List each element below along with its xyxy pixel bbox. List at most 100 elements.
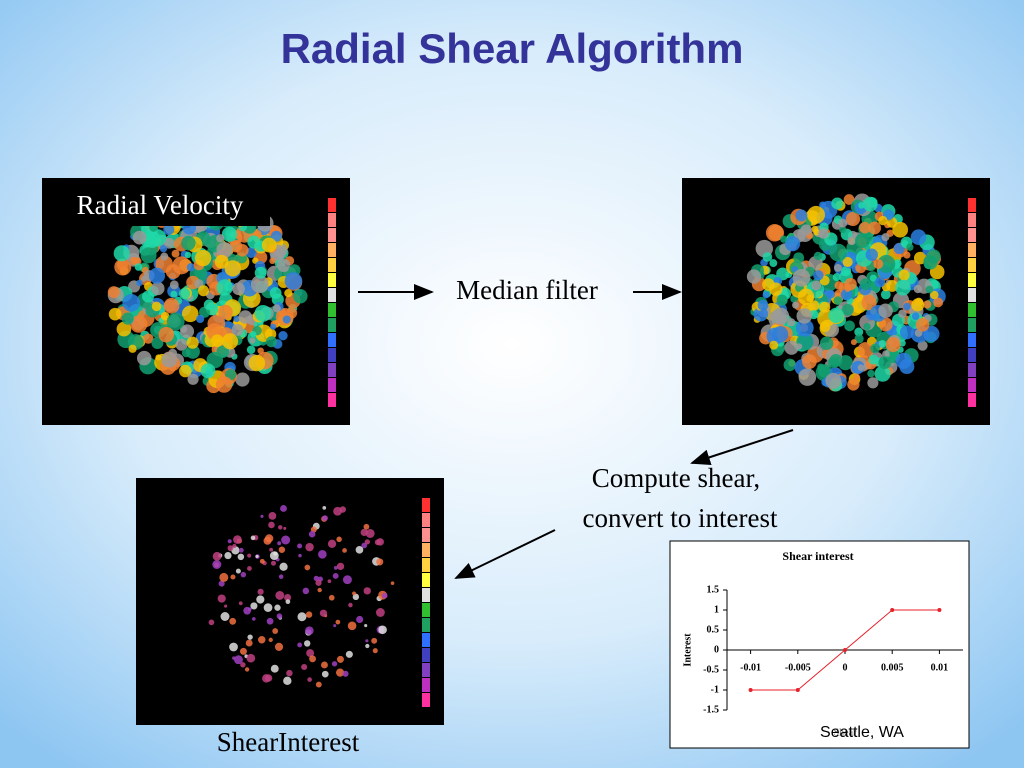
color-scale [968, 378, 976, 392]
echo [232, 282, 245, 296]
location-label: Seattle, WA [820, 724, 904, 741]
echo [261, 237, 277, 253]
echo [746, 269, 762, 284]
echo [161, 351, 178, 368]
slide-title: Radial Shear Algorithm [281, 25, 744, 72]
echo [365, 639, 369, 643]
echo [319, 609, 328, 617]
echo [873, 259, 884, 269]
echo [222, 333, 239, 350]
echo [282, 315, 291, 324]
echo [270, 664, 279, 673]
echo [128, 344, 137, 353]
color-scale [968, 228, 976, 242]
echo [171, 249, 180, 258]
y-tick-label: 0 [714, 644, 719, 655]
echo [263, 536, 272, 545]
echo [867, 377, 879, 389]
echo [776, 294, 788, 306]
echo [878, 356, 892, 369]
color-scale [968, 363, 976, 377]
echo [333, 566, 338, 570]
label-bg [50, 188, 270, 226]
echo [278, 525, 283, 530]
echo [929, 290, 939, 300]
echo [375, 608, 385, 617]
echo [853, 373, 860, 381]
echo [813, 251, 823, 261]
echo [769, 259, 778, 268]
echo [886, 279, 899, 292]
echo [333, 624, 337, 628]
echo [895, 279, 911, 296]
echo [214, 254, 229, 269]
echo [933, 297, 944, 308]
echo [826, 289, 835, 299]
echo [218, 580, 225, 587]
echo [878, 340, 887, 348]
echo [753, 306, 769, 322]
data-point [890, 608, 895, 612]
echo [306, 649, 315, 658]
echo [374, 539, 381, 546]
echo [218, 304, 233, 320]
echo [757, 299, 769, 311]
echo [280, 505, 287, 512]
color-scale [328, 348, 336, 362]
echo [895, 352, 912, 369]
echo [248, 354, 266, 372]
echo [238, 601, 243, 606]
echo [320, 661, 328, 669]
echo [186, 336, 199, 349]
echo [269, 547, 274, 552]
echo [910, 229, 927, 245]
echo [769, 340, 779, 350]
echo [318, 549, 327, 559]
echo [143, 333, 154, 344]
echo [233, 315, 240, 323]
echo [285, 599, 291, 605]
echo [800, 224, 812, 236]
echo [158, 326, 175, 343]
echo [843, 194, 855, 205]
echo [270, 560, 276, 566]
echo [854, 233, 870, 248]
echo [793, 252, 805, 264]
echo [923, 255, 938, 270]
color-scale [328, 288, 336, 302]
echo [839, 225, 847, 234]
x-tick-label: -0.01 [740, 662, 761, 673]
echo [270, 323, 277, 330]
echo [911, 312, 920, 320]
echo [234, 655, 243, 665]
echo [868, 354, 879, 365]
echo [208, 619, 215, 626]
echo [906, 243, 914, 251]
x-axis-label: Shear [834, 727, 857, 738]
echo [275, 590, 285, 600]
echo [335, 619, 341, 625]
color-scale [328, 198, 336, 212]
echo [277, 541, 282, 546]
echo [372, 648, 378, 654]
echo [283, 676, 292, 686]
echo [796, 343, 803, 350]
echo [203, 299, 215, 311]
echo [378, 625, 387, 635]
echo [893, 259, 902, 268]
echo [258, 636, 266, 644]
echo [179, 364, 192, 378]
echo [903, 251, 911, 259]
echo [166, 312, 185, 331]
echo [923, 300, 932, 309]
echo [317, 587, 322, 593]
echo [279, 562, 288, 571]
echo [224, 604, 228, 608]
radial-velocity-label: Radial Velocity [77, 190, 244, 220]
echo [233, 535, 242, 544]
echo [229, 642, 238, 652]
echo [121, 312, 134, 325]
echo [211, 334, 224, 347]
echo [159, 245, 168, 253]
